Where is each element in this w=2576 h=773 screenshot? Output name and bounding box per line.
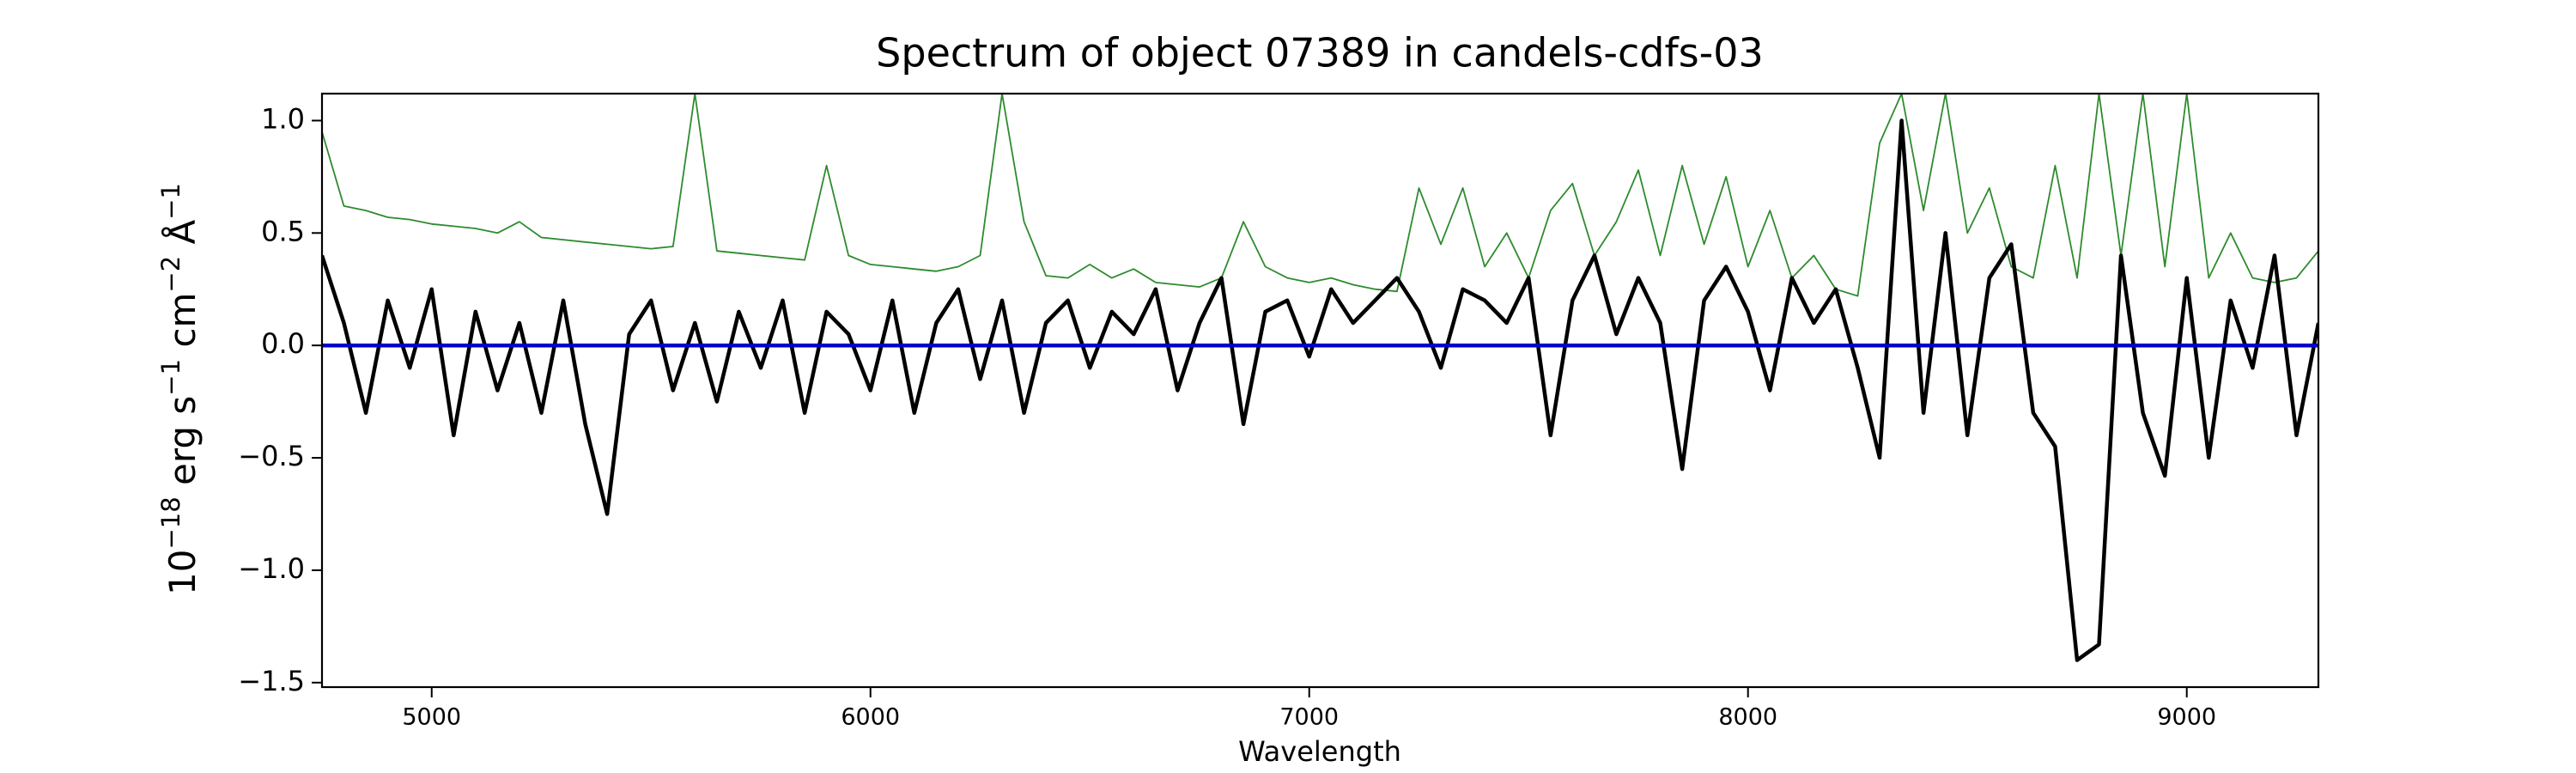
y-axis-label-text: 10 <box>161 550 204 595</box>
plot-frame <box>320 92 2320 689</box>
y-tick-label: 0.0 <box>261 327 305 360</box>
y-axis-label-text: cm <box>161 293 204 359</box>
x-tick-label: 9000 <box>2157 704 2216 731</box>
spectrum-line <box>322 119 2318 662</box>
y-tick-label: −1.0 <box>238 552 305 585</box>
chart-title: Spectrum of object 07389 in candels-cdfs… <box>876 30 1764 76</box>
y-axis-label-superscript: −1 <box>156 359 185 396</box>
y-axis-label: 10−18 erg s−1 cm−2 Å−1 <box>156 183 204 595</box>
x-tick-label: 8000 <box>1718 704 1777 731</box>
x-tick-label: 5000 <box>402 704 461 731</box>
y-tick-label: 1.0 <box>261 102 305 135</box>
plot-area <box>322 94 2318 662</box>
x-axis-label: Wavelength <box>1238 735 1401 768</box>
y-axis-label-text: erg s <box>161 396 204 497</box>
x-tick-label: 6000 <box>841 704 900 731</box>
y-tick-label: −0.5 <box>238 440 305 472</box>
y-axis-label-superscript: −18 <box>156 496 185 549</box>
y-tick-label: −1.5 <box>238 665 305 697</box>
y-axis-label-superscript: −2 <box>156 256 185 293</box>
y-axis-label-text: Å <box>161 220 204 256</box>
y-axis-label-superscript: −1 <box>156 183 185 220</box>
spectrum-line <box>322 94 2318 297</box>
y-tick-label: 0.5 <box>261 215 305 247</box>
x-tick-label: 7000 <box>1279 704 1339 731</box>
